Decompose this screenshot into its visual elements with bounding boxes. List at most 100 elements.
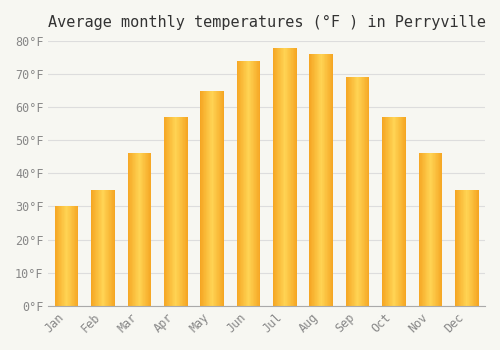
Bar xyxy=(403,117,404,306)
Bar xyxy=(437,154,438,306)
Bar xyxy=(138,154,140,306)
Bar xyxy=(169,117,170,306)
Bar xyxy=(62,206,63,306)
Bar xyxy=(430,154,431,306)
Bar xyxy=(58,206,59,306)
Bar xyxy=(202,91,203,306)
Bar xyxy=(318,54,319,306)
Bar xyxy=(69,206,70,306)
Bar xyxy=(108,190,109,306)
Bar xyxy=(181,117,182,306)
Bar xyxy=(183,117,184,306)
Bar xyxy=(419,154,420,306)
Bar xyxy=(144,154,145,306)
Bar xyxy=(434,154,435,306)
Bar xyxy=(210,91,211,306)
Bar xyxy=(174,117,175,306)
Bar xyxy=(64,206,65,306)
Bar xyxy=(54,206,56,306)
Bar xyxy=(178,117,180,306)
Bar xyxy=(432,154,433,306)
Bar xyxy=(399,117,400,306)
Bar xyxy=(111,190,112,306)
Bar xyxy=(395,117,396,306)
Bar xyxy=(275,48,276,306)
Bar xyxy=(248,61,249,306)
Bar xyxy=(311,54,312,306)
Bar xyxy=(209,91,210,306)
Bar xyxy=(290,48,291,306)
Bar xyxy=(219,91,220,306)
Bar xyxy=(75,206,76,306)
Bar xyxy=(436,154,437,306)
Bar xyxy=(187,117,188,306)
Bar xyxy=(74,206,75,306)
Bar xyxy=(184,117,185,306)
Bar xyxy=(295,48,296,306)
Bar xyxy=(165,117,166,306)
Bar xyxy=(60,206,61,306)
Bar xyxy=(131,154,132,306)
Bar xyxy=(468,190,469,306)
Bar xyxy=(420,154,421,306)
Bar xyxy=(112,190,113,306)
Bar xyxy=(476,190,477,306)
Bar xyxy=(274,48,275,306)
Bar xyxy=(317,54,318,306)
Bar xyxy=(438,154,440,306)
Bar xyxy=(109,190,110,306)
Bar xyxy=(217,91,218,306)
Bar xyxy=(59,206,60,306)
Bar xyxy=(465,190,466,306)
Bar xyxy=(142,154,143,306)
Bar xyxy=(327,54,328,306)
Bar xyxy=(244,61,245,306)
Bar xyxy=(147,154,148,306)
Bar xyxy=(402,117,403,306)
Bar xyxy=(366,77,367,306)
Bar xyxy=(350,77,351,306)
Bar xyxy=(357,77,358,306)
Bar xyxy=(328,54,329,306)
Bar xyxy=(207,91,208,306)
Bar xyxy=(277,48,278,306)
Bar xyxy=(390,117,391,306)
Bar xyxy=(249,61,250,306)
Bar xyxy=(257,61,258,306)
Title: Average monthly temperatures (°F ) in Perryville: Average monthly temperatures (°F ) in Pe… xyxy=(48,15,486,30)
Bar xyxy=(107,190,108,306)
Bar xyxy=(114,190,115,306)
Bar xyxy=(137,154,138,306)
Bar xyxy=(469,190,470,306)
Bar xyxy=(332,54,333,306)
Bar xyxy=(238,61,239,306)
Bar xyxy=(322,54,323,306)
Bar xyxy=(404,117,406,306)
Bar xyxy=(143,154,144,306)
Bar xyxy=(132,154,133,306)
Bar xyxy=(206,91,207,306)
Bar xyxy=(441,154,442,306)
Bar xyxy=(457,190,458,306)
Bar xyxy=(367,77,368,306)
Bar xyxy=(346,77,347,306)
Bar xyxy=(440,154,441,306)
Bar xyxy=(92,190,93,306)
Bar xyxy=(433,154,434,306)
Bar xyxy=(102,190,103,306)
Bar xyxy=(98,190,99,306)
Bar xyxy=(314,54,315,306)
Bar xyxy=(422,154,424,306)
Bar xyxy=(246,61,248,306)
Bar xyxy=(253,61,254,306)
Bar xyxy=(348,77,349,306)
Bar xyxy=(386,117,387,306)
Bar xyxy=(180,117,181,306)
Bar xyxy=(435,154,436,306)
Bar xyxy=(242,61,243,306)
Bar xyxy=(70,206,72,306)
Bar xyxy=(168,117,169,306)
Bar xyxy=(170,117,171,306)
Bar xyxy=(255,61,256,306)
Bar xyxy=(57,206,58,306)
